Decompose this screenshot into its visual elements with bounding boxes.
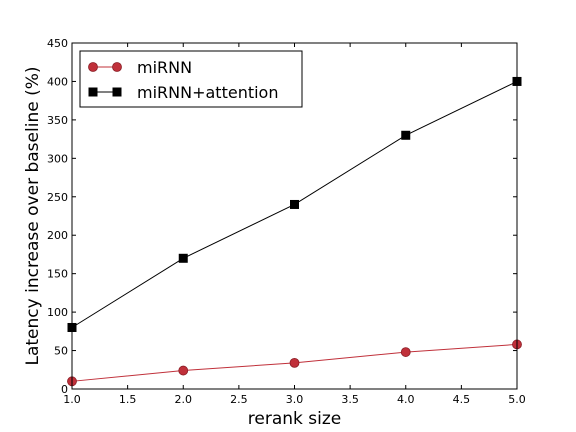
legend-marker-mirnn-attention [88,87,98,97]
x-axis-label: rerank size [248,409,341,429]
y-tick-label: 100 [47,306,68,319]
y-axis-label: Latency increase over baseline (%) [23,67,43,366]
legend: miRNN miRNN+attention [79,50,303,108]
data-point-mirnn [178,365,189,376]
data-point-mirnn-attention [290,199,299,209]
x-tick-label: 2.0 [175,393,193,406]
y-tick-label: 150 [47,268,68,281]
ticks-layer: 1.0 1.5 2.0 2.5 3.0 3.5 4.0 4.5 5.0 0 50 100 150 200 2… [47,37,526,406]
y-tick-label: 400 [47,75,68,88]
y-tick-label: 300 [47,152,68,165]
y-tick-label: 50 [54,345,68,358]
y-tick-label: 0 [61,383,68,396]
legend-marker-mirnn [112,62,122,72]
data-point-mirnn-attention [178,253,188,263]
x-tick-label: 4.5 [453,393,471,406]
x-tick-label: 5.0 [508,393,526,406]
legend-label-mirnn: miRNN [137,58,192,77]
x-tick-label: 3.0 [286,393,304,406]
legend-label-mirnn-attention: miRNN+attention [137,83,278,102]
data-point-mirnn [289,357,300,368]
y-tick-label: 350 [47,114,68,127]
y-tick-label: 250 [47,191,68,204]
data-point-mirnn-attention [401,130,411,140]
x-tick-label: 3.5 [341,393,359,406]
x-tick-label: 1.0 [63,393,81,406]
x-tick-label: 2.5 [230,393,248,406]
y-tick-label: 200 [47,229,68,242]
legend-marker-mirnn [88,62,98,72]
data-point-mirnn [400,347,411,357]
x-tick-label: 4.0 [397,393,415,406]
y-tick-label: 450 [47,37,68,50]
legend-box [79,50,303,108]
x-tick-label: 1.5 [119,393,137,406]
legend-marker-mirnn-attention [112,87,122,97]
